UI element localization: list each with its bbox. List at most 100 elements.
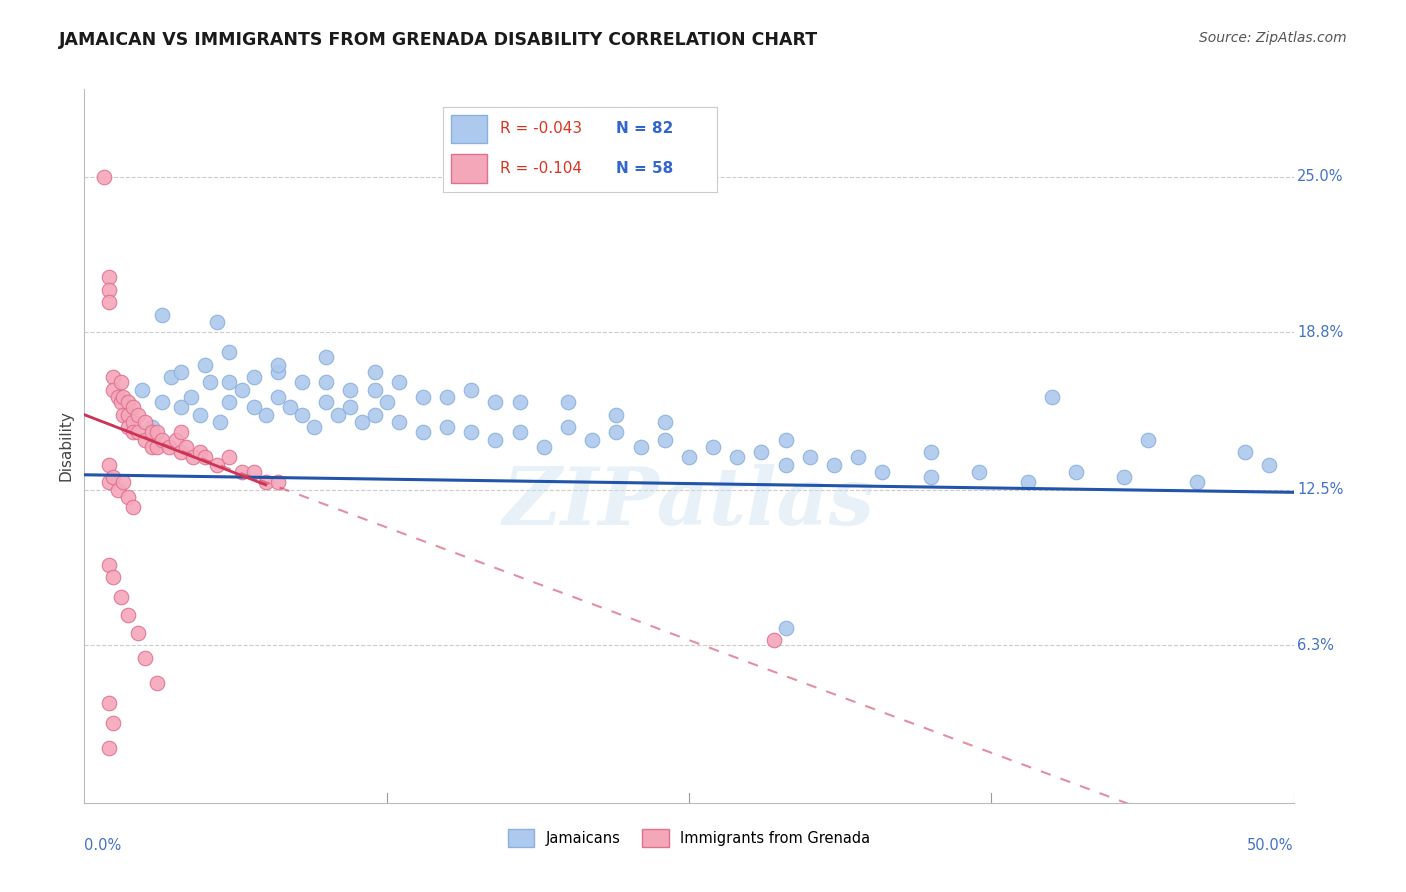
Point — [170, 400, 193, 414]
Y-axis label: Disability: Disability — [58, 410, 73, 482]
Point — [278, 400, 301, 414]
Point — [231, 383, 253, 397]
Point — [315, 375, 337, 389]
Point — [775, 433, 797, 447]
Point — [110, 375, 132, 389]
Point — [112, 408, 135, 422]
Point — [103, 370, 125, 384]
Legend: Jamaicans, Immigrants from Grenada: Jamaicans, Immigrants from Grenada — [502, 823, 876, 853]
Point — [388, 415, 411, 429]
Text: 50.0%: 50.0% — [1247, 838, 1294, 854]
Point — [117, 420, 139, 434]
Point — [97, 295, 120, 310]
Text: 12.5%: 12.5% — [1298, 483, 1344, 498]
Point — [174, 440, 197, 454]
Point — [725, 450, 748, 465]
Point — [557, 420, 579, 434]
Point — [823, 458, 845, 472]
Point — [103, 715, 125, 730]
Point — [267, 390, 290, 404]
Point — [315, 395, 337, 409]
Point — [107, 483, 129, 497]
Point — [775, 621, 797, 635]
Point — [291, 375, 314, 389]
Point — [352, 415, 374, 429]
Point — [605, 425, 627, 440]
Point — [872, 465, 894, 479]
Point — [1064, 465, 1087, 479]
Point — [121, 415, 143, 429]
Point — [97, 283, 120, 297]
Point — [388, 375, 411, 389]
Point — [1234, 445, 1257, 459]
Point — [751, 445, 773, 459]
Point — [375, 395, 398, 409]
Point — [328, 408, 350, 422]
Point — [146, 440, 169, 454]
Point — [117, 408, 139, 422]
Text: 25.0%: 25.0% — [1298, 169, 1344, 185]
Point — [218, 345, 240, 359]
Point — [134, 433, 156, 447]
Point — [267, 365, 290, 379]
Point — [150, 308, 173, 322]
Point — [291, 408, 314, 422]
Point — [254, 408, 277, 422]
Point — [194, 450, 217, 465]
Point — [110, 591, 132, 605]
Point — [141, 440, 163, 454]
Point — [1185, 475, 1208, 490]
Point — [117, 607, 139, 622]
Point — [218, 450, 240, 465]
Text: 0.0%: 0.0% — [84, 838, 121, 854]
Point — [581, 433, 603, 447]
Point — [180, 390, 202, 404]
Point — [146, 425, 169, 440]
Point — [762, 633, 785, 648]
Point — [117, 408, 139, 422]
Point — [412, 390, 434, 404]
Point — [218, 395, 240, 409]
Point — [1040, 390, 1063, 404]
Point — [339, 383, 361, 397]
Point — [146, 675, 169, 690]
Text: N = 82: N = 82 — [616, 121, 673, 136]
Point — [160, 370, 183, 384]
Point — [533, 440, 555, 454]
Text: N = 58: N = 58 — [616, 161, 673, 177]
FancyBboxPatch shape — [451, 115, 486, 144]
Point — [207, 315, 229, 329]
Point — [231, 465, 253, 479]
Point — [117, 491, 139, 505]
Point — [97, 696, 120, 710]
Point — [775, 458, 797, 472]
Point — [117, 395, 139, 409]
Point — [460, 383, 482, 397]
Point — [460, 425, 482, 440]
Point — [436, 390, 458, 404]
Text: 18.8%: 18.8% — [1298, 325, 1343, 340]
Point — [97, 475, 120, 490]
Point — [630, 440, 652, 454]
Point — [103, 570, 125, 584]
Point — [150, 395, 173, 409]
Point — [93, 169, 115, 184]
Point — [103, 383, 125, 397]
Point — [127, 425, 149, 440]
Point — [1017, 475, 1039, 490]
Point — [170, 425, 193, 440]
Text: JAMAICAN VS IMMIGRANTS FROM GRENADA DISABILITY CORRELATION CHART: JAMAICAN VS IMMIGRANTS FROM GRENADA DISA… — [59, 31, 818, 49]
Point — [678, 450, 700, 465]
Point — [846, 450, 869, 465]
Point — [141, 425, 163, 440]
Point — [127, 408, 149, 422]
Point — [170, 445, 193, 459]
Point — [150, 433, 173, 447]
Point — [97, 558, 120, 572]
Text: 6.3%: 6.3% — [1298, 638, 1334, 653]
Point — [967, 465, 990, 479]
Point — [920, 445, 942, 459]
Point — [484, 433, 506, 447]
Point — [302, 420, 325, 434]
Point — [242, 400, 264, 414]
